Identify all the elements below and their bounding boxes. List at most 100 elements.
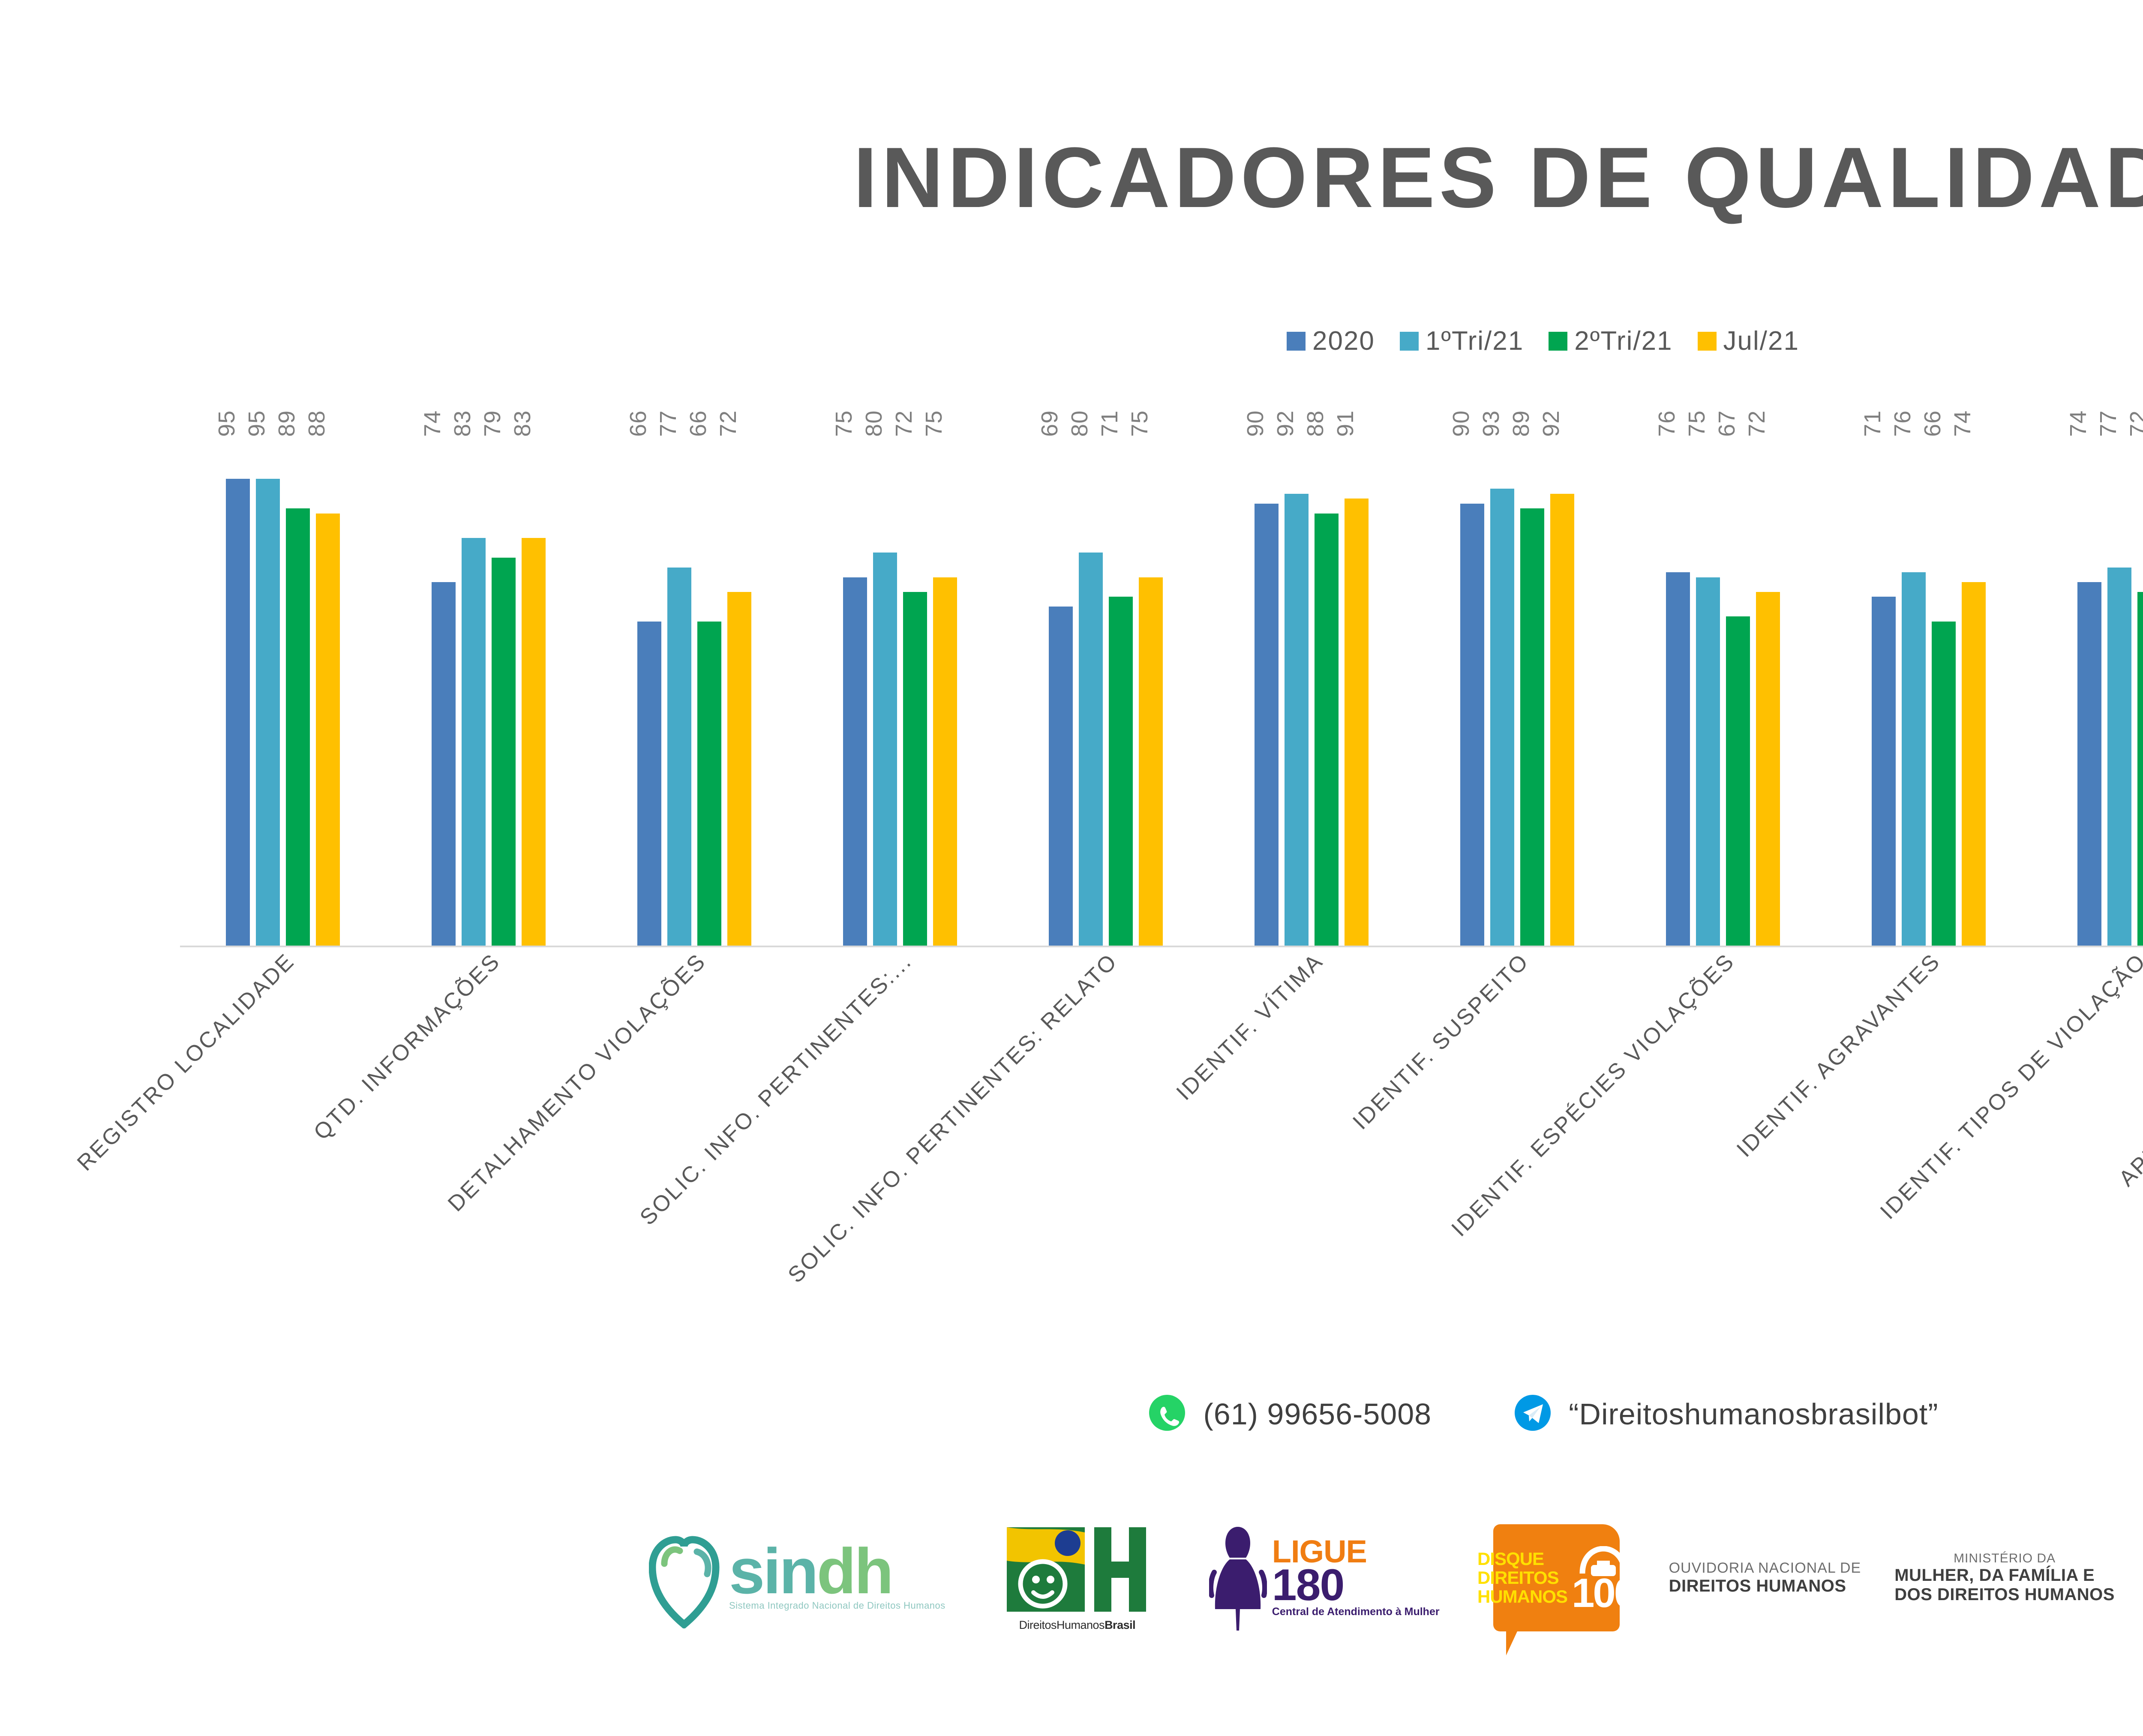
bar-value-label: 77 (655, 410, 681, 437)
bar[interactable]: 75 (1127, 410, 1163, 946)
ouvidoria-block: OUVIDORIA NACIONAL DE DIREITOS HUMANOS (1669, 1560, 1861, 1595)
bar[interactable]: 77 (655, 410, 691, 946)
contact-text: “Direitoshumanosbrasilbot” (1569, 1397, 1939, 1431)
x-tick-label: DETALHAMENTO VIOLAÇÕES (443, 948, 711, 1216)
bar[interactable]: 74 (2065, 410, 2101, 946)
contact-item-0[interactable]: (61) 99656-5008 (1147, 1393, 1432, 1435)
sindh-tagline: Sistema Integrado Nacional de Direitos H… (729, 1600, 945, 1611)
government-text-block: OUVIDORIA NACIONAL DE DIREITOS HUMANOS M… (1669, 1551, 2115, 1604)
contact-item-1[interactable]: “Direitoshumanosbrasilbot” (1513, 1393, 1938, 1435)
legend-item-0[interactable]: 2020 (1286, 328, 1375, 354)
bar[interactable]: 89 (274, 410, 310, 946)
bar[interactable]: 71 (1860, 410, 1896, 946)
bar[interactable]: 90 (1448, 410, 1484, 946)
bar-value-label: 72 (891, 410, 917, 437)
bar[interactable]: 75 (831, 410, 867, 946)
bar-slot: 80 (861, 410, 897, 946)
bar-value-label: 72 (1744, 410, 1770, 437)
telephone-icon (1579, 1546, 1627, 1576)
bar[interactable]: 83 (510, 410, 546, 946)
bar[interactable]: 72 (715, 410, 751, 946)
bar[interactable]: 66 (625, 410, 661, 946)
bar[interactable]: 89 (1508, 410, 1544, 946)
bar-slot: 89 (274, 410, 310, 946)
bar[interactable]: 66 (1920, 410, 1956, 946)
bar[interactable]: 69 (1037, 410, 1073, 946)
bar-group: 66 77 66 72 (591, 410, 797, 946)
bar-group: 69 80 71 75 (1003, 410, 1209, 946)
bar-value-label: 90 (1243, 410, 1268, 437)
bar-slot: 69 (1037, 410, 1073, 946)
bar[interactable]: 90 (1243, 410, 1279, 946)
contact-text: (61) 99656-5008 (1203, 1397, 1432, 1431)
bar[interactable]: 74 (420, 410, 456, 946)
sindh-heart-icon (648, 1535, 720, 1628)
bar-slot: 77 (2095, 410, 2131, 946)
contact-row: (61) 99656-5008 “Direitoshumanosbrasilbot… (0, 1393, 2143, 1435)
bar[interactable]: 71 (1097, 410, 1133, 946)
bar-value-label: 74 (1950, 410, 1975, 437)
bar-slot: 72 (715, 410, 751, 946)
x-tick-label: IDENTIF. AGRAVANTES (1732, 948, 1945, 1162)
bar-slot: 66 (625, 410, 661, 946)
bar[interactable]: 88 (1303, 410, 1339, 946)
bar[interactable]: 75 (1684, 410, 1720, 946)
bar[interactable]: 92 (1273, 410, 1309, 946)
bar-slot: 89 (1508, 410, 1544, 946)
bar[interactable]: 77 (2095, 410, 2131, 946)
bar[interactable]: 91 (1333, 410, 1369, 946)
bar[interactable]: 72 (891, 410, 927, 946)
bar[interactable]: 95 (214, 410, 250, 946)
bar-value-label: 69 (1037, 410, 1062, 437)
bar[interactable]: 80 (861, 410, 897, 946)
bar[interactable]: 67 (1714, 410, 1750, 946)
bar[interactable]: 80 (1067, 410, 1103, 946)
bar[interactable]: 93 (1478, 410, 1514, 946)
ligue180-woman-icon (1209, 1527, 1267, 1631)
bar[interactable]: 92 (1538, 410, 1574, 946)
bar[interactable]: 76 (1890, 410, 1926, 946)
bar-group: 75 80 72 75 (797, 410, 1003, 946)
bar-value-label: 93 (1478, 410, 1504, 437)
bar[interactable]: 72 (1744, 410, 1780, 946)
bar[interactable]: 95 (244, 410, 280, 946)
legend-item-1[interactable]: 1ºTri/21 (1399, 326, 1524, 356)
bar-value-label: 74 (2065, 410, 2091, 437)
bar-value-label: 72 (2125, 410, 2143, 437)
bar-value-label: 88 (304, 410, 330, 437)
bar-slot: 76 (1654, 410, 1690, 946)
bar-value-label: 77 (2095, 410, 2121, 437)
bar-slot: 83 (510, 410, 546, 946)
bar-value-label: 95 (214, 410, 240, 437)
bar[interactable]: 83 (450, 410, 486, 946)
bar-slot: 72 (891, 410, 927, 946)
ministerio-block: MINISTÉRIO DA MULHER, DA FAMÍLIA E DOS D… (1894, 1551, 2115, 1604)
bar-value-label: 75 (1127, 410, 1153, 437)
bar[interactable]: 79 (480, 410, 516, 946)
bar-groups: 95 95 89 88 74 83 79 83 66 77 66 72 75 80 72 75 69 80 71 75… (180, 410, 2143, 946)
bar-slot: 79 (480, 410, 516, 946)
ligue-number: 180 (1272, 1560, 1345, 1610)
bar[interactable]: 66 (685, 410, 721, 946)
bar-slot: 83 (450, 410, 486, 946)
legend-label: 1ºTri/21 (1425, 326, 1524, 356)
bar[interactable]: 76 (1654, 410, 1690, 946)
bar-slot: 75 (831, 410, 867, 946)
bar-value-label: 76 (1890, 410, 1915, 437)
bar[interactable]: 72 (2125, 410, 2143, 946)
bar[interactable]: 88 (304, 410, 340, 946)
x-tick-label: REGISTRO LOCALIDADE (72, 948, 300, 1176)
bar-slot: 92 (1538, 410, 1574, 946)
bar-value-label: 67 (1714, 410, 1740, 437)
bar-value-label: 79 (480, 410, 505, 437)
bar[interactable]: 74 (1950, 410, 1986, 946)
bar[interactable]: 75 (921, 410, 957, 946)
legend-item-3[interactable]: Jul/21 (1697, 326, 1799, 356)
legend-item-2[interactable]: 2ºTri/21 (1549, 328, 1672, 354)
bar-slot: 93 (1478, 410, 1514, 946)
legend-label: Jul/21 (1723, 326, 1799, 356)
bar-group: 95 95 89 88 (180, 410, 386, 946)
disque-100-logo: DISQUE DIREITOS HUMANOS 100 (1477, 1524, 1637, 1655)
bar-slot: 74 (2065, 410, 2101, 946)
chart-plot-area: 95 95 89 88 74 83 79 83 66 77 66 72 75 80 72 75 69 80 71 75… (180, 410, 2143, 947)
